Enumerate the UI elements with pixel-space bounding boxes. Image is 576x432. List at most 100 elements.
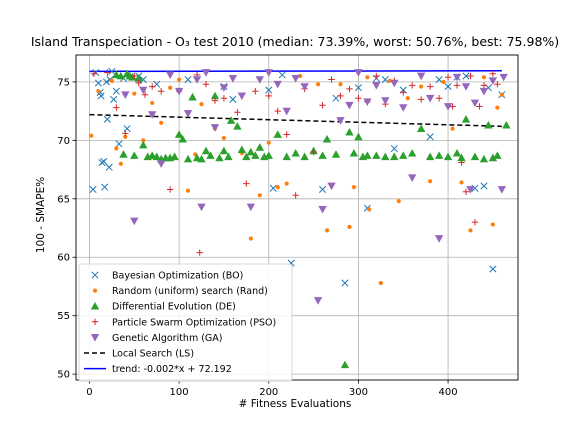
data-point bbox=[462, 72, 470, 80]
data-point bbox=[443, 103, 453, 111]
data-point bbox=[291, 149, 300, 157]
data-point bbox=[274, 107, 281, 115]
data-point bbox=[116, 71, 126, 80]
data-point bbox=[199, 102, 204, 107]
data-point bbox=[408, 174, 417, 182]
data-point bbox=[381, 97, 390, 105]
data-point bbox=[490, 222, 495, 227]
data-point bbox=[466, 186, 475, 194]
data-point bbox=[264, 69, 273, 77]
data-point bbox=[219, 146, 229, 155]
data-point bbox=[273, 130, 282, 138]
data-point bbox=[150, 100, 155, 106]
data-point bbox=[237, 92, 247, 101]
data-point bbox=[467, 72, 474, 80]
data-point bbox=[237, 145, 247, 154]
data-point bbox=[381, 75, 389, 84]
data-point bbox=[479, 154, 489, 163]
data-point bbox=[201, 69, 211, 77]
data-point bbox=[495, 105, 500, 110]
data-point bbox=[405, 96, 410, 101]
data-point bbox=[338, 82, 343, 87]
data-point bbox=[499, 92, 504, 97]
data-point bbox=[242, 152, 251, 161]
data-point bbox=[479, 87, 489, 96]
data-point bbox=[139, 140, 148, 149]
data-point bbox=[174, 87, 184, 96]
data-point bbox=[112, 87, 120, 95]
data-point bbox=[481, 75, 487, 80]
data-point bbox=[489, 70, 497, 77]
data-point bbox=[444, 74, 452, 81]
data-point bbox=[461, 115, 471, 123]
data-point bbox=[452, 73, 462, 82]
legend-label: Particle Swarm Optimization (PSO) bbox=[112, 317, 276, 328]
data-point bbox=[118, 161, 123, 166]
data-point bbox=[89, 133, 94, 138]
data-point bbox=[399, 104, 408, 112]
data-point bbox=[185, 188, 191, 193]
data-point bbox=[363, 151, 372, 159]
data-point bbox=[363, 98, 372, 106]
data-point bbox=[331, 150, 341, 158]
data-point bbox=[291, 75, 300, 83]
data-point bbox=[399, 151, 408, 159]
data-point bbox=[252, 88, 259, 95]
data-point bbox=[390, 144, 398, 153]
data-point bbox=[130, 217, 139, 226]
data-point bbox=[373, 72, 380, 80]
data-point bbox=[134, 74, 143, 82]
series-group bbox=[89, 73, 504, 286]
data-point bbox=[202, 81, 210, 88]
data-point bbox=[499, 73, 508, 82]
data-point bbox=[367, 207, 372, 212]
data-point bbox=[148, 111, 157, 119]
data-point bbox=[341, 279, 349, 287]
reference-line bbox=[89, 113, 502, 128]
data-point bbox=[327, 182, 336, 191]
data-point bbox=[328, 76, 335, 83]
y-tick-label: 65 bbox=[57, 194, 70, 205]
data-point bbox=[435, 95, 443, 102]
data-point bbox=[192, 76, 202, 84]
data-point bbox=[159, 120, 164, 125]
data-point bbox=[183, 154, 193, 163]
data-point bbox=[318, 205, 327, 214]
data-point bbox=[502, 120, 511, 129]
data-point bbox=[354, 69, 363, 77]
data-point bbox=[408, 149, 417, 157]
data-point bbox=[292, 192, 299, 199]
data-point bbox=[461, 83, 471, 91]
data-point bbox=[157, 88, 165, 95]
data-point bbox=[471, 218, 479, 226]
data-point bbox=[459, 180, 464, 185]
x-axis-label: # Fitness Evaluations bbox=[239, 398, 352, 410]
data-point bbox=[434, 151, 444, 159]
x-tick-label: 100 bbox=[170, 387, 189, 398]
data-point bbox=[425, 94, 435, 103]
data-point bbox=[166, 186, 174, 193]
legend-marker bbox=[91, 318, 99, 325]
data-point bbox=[233, 122, 242, 130]
data-point bbox=[470, 152, 480, 161]
data-point bbox=[165, 71, 175, 80]
data-point bbox=[246, 147, 256, 156]
data-point bbox=[210, 91, 220, 100]
data-point bbox=[275, 185, 280, 190]
data-point bbox=[322, 134, 332, 143]
data-point bbox=[224, 152, 233, 161]
data-point bbox=[462, 188, 470, 195]
data-point bbox=[484, 120, 493, 129]
data-point bbox=[417, 96, 425, 103]
data-point bbox=[444, 83, 452, 91]
data-point bbox=[365, 75, 370, 80]
legend-label: Differential Evolution (DE) bbox=[112, 302, 236, 313]
data-point bbox=[310, 148, 317, 156]
data-point bbox=[121, 91, 130, 99]
y-tick-label: 75 bbox=[57, 77, 70, 88]
data-point bbox=[381, 152, 390, 161]
data-point bbox=[434, 235, 444, 243]
data-point bbox=[313, 297, 323, 305]
data-point bbox=[255, 76, 264, 84]
